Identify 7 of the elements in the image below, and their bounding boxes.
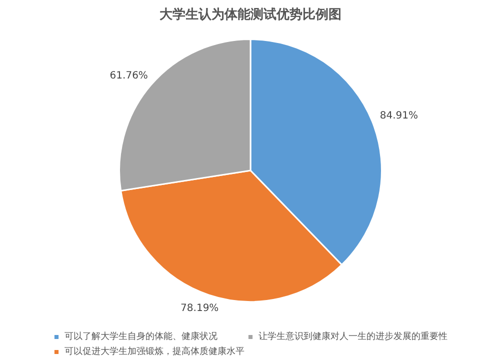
data-label: 84.91% — [380, 110, 418, 122]
data-label: 78.19% — [180, 303, 219, 314]
data-label: 61.76% — [110, 70, 148, 82]
legend-label: 可以了解大学生自身的体能、健康状况 — [64, 330, 218, 343]
chart-title: 大学生认为体能测试优势比例图 — [160, 6, 342, 22]
legend-label: 可以促进大学生加强锻炼，提高体质健康水平 — [64, 346, 244, 358]
legend-label: 让学生意识到健康对人一生的进步发展的重要性 — [258, 330, 448, 343]
